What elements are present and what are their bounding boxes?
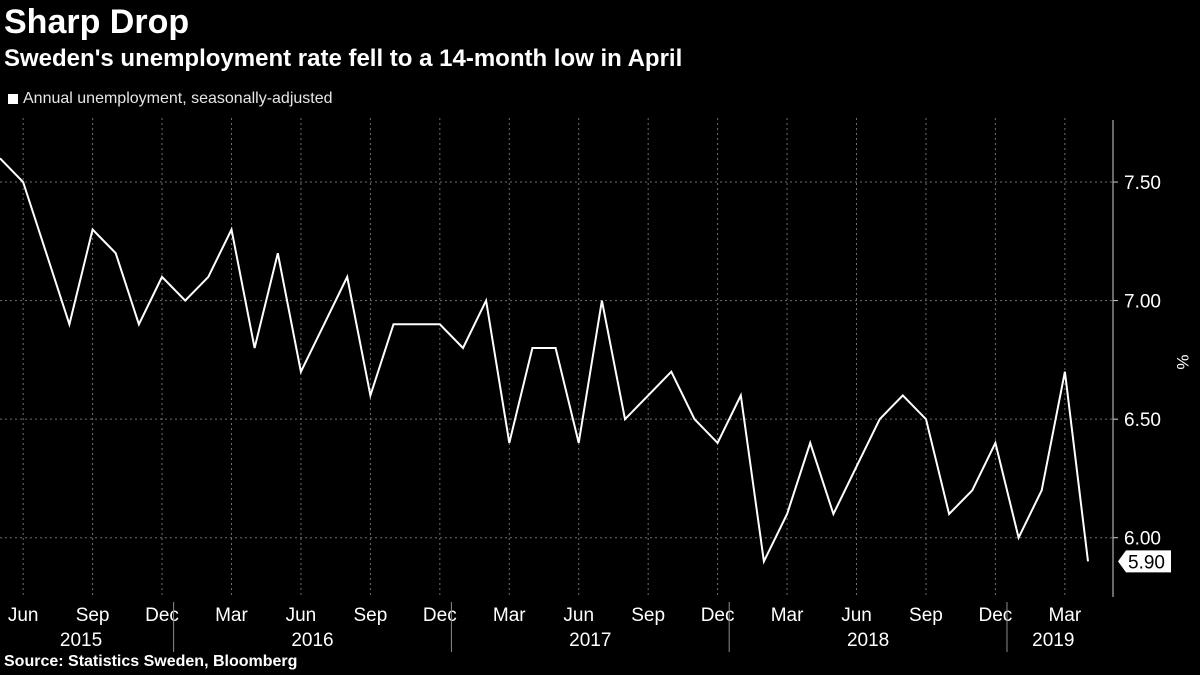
data-point [947, 512, 952, 517]
legend-label: Annual unemployment, seasonally-adjusted [23, 90, 333, 107]
y-tick-label: 6.00 [1124, 529, 1161, 550]
x-tick-label: Dec [423, 605, 457, 626]
data-point [484, 298, 489, 303]
last-value-label: 5.90 [1128, 552, 1165, 573]
data-point [206, 274, 211, 279]
data-point [831, 512, 836, 517]
x-year-label: 2017 [569, 630, 611, 651]
data-point [1016, 535, 1021, 540]
data-point [993, 440, 998, 445]
data-point [715, 440, 720, 445]
data-point [252, 346, 257, 351]
x-year-label: 2019 [1032, 630, 1074, 651]
y-axis-label: % [1173, 354, 1192, 369]
y-tick-label: 6.50 [1124, 410, 1161, 431]
legend: Annual unemployment, seasonally-adjusted [8, 90, 333, 108]
legend-swatch [8, 94, 18, 104]
data-point [854, 464, 859, 469]
data-point [970, 488, 975, 493]
data-point [460, 346, 465, 351]
data-point [1086, 559, 1091, 564]
x-year-label: 2018 [847, 630, 889, 651]
x-tick-label: Sep [76, 605, 110, 626]
data-point [368, 393, 373, 398]
data-point [414, 322, 419, 327]
data-point [90, 227, 95, 232]
data-point [298, 369, 303, 374]
data-point [67, 322, 72, 327]
x-tick-label: Dec [701, 605, 735, 626]
data-point [900, 393, 905, 398]
data-point [507, 440, 512, 445]
data-point [530, 346, 535, 351]
data-point [576, 440, 581, 445]
data-point [553, 346, 558, 351]
data-point [761, 559, 766, 564]
y-tick-label: 7.00 [1124, 292, 1161, 313]
data-point [785, 512, 790, 517]
data-point [669, 369, 674, 374]
x-tick-label: Mar [493, 605, 526, 626]
series-line [0, 157, 1089, 565]
data-point [183, 298, 188, 303]
data-point [275, 251, 280, 256]
data-point [599, 298, 604, 303]
data-point [160, 274, 165, 279]
x-tick-label: Jun [841, 605, 872, 626]
x-tick-label: Jun [563, 605, 594, 626]
x-tick-label: Sep [353, 605, 387, 626]
data-point [646, 393, 651, 398]
x-tick-label: Sep [909, 605, 943, 626]
x-tick-label: Mar [215, 605, 248, 626]
x-tick-label: Dec [145, 605, 179, 626]
x-year-label: 2015 [60, 630, 102, 651]
data-point [1062, 369, 1067, 374]
data-point [44, 251, 49, 256]
last-value-callout [1118, 550, 1171, 573]
data-point [1039, 488, 1044, 493]
data-point [391, 322, 396, 327]
data-point [877, 417, 882, 422]
source-note: Source: Statistics Sweden, Bloomberg [4, 653, 298, 670]
data-point [437, 322, 442, 327]
x-tick-label: Mar [771, 605, 804, 626]
data-point [322, 322, 327, 327]
data-point [113, 251, 118, 256]
x-tick-label: Dec [979, 605, 1013, 626]
x-tick-label: Sep [631, 605, 665, 626]
y-tick-label: 7.50 [1124, 173, 1161, 194]
data-point [229, 227, 234, 232]
x-tick-label: Jun [286, 605, 317, 626]
x-tick-label: Jun [8, 605, 39, 626]
chart-subtitle: Sweden's unemployment rate fell to a 14-… [4, 45, 683, 72]
data-point [345, 274, 350, 279]
data-point [692, 417, 697, 422]
data-point [923, 417, 928, 422]
x-year-label: 2016 [291, 630, 333, 651]
data-point [136, 322, 141, 327]
chart-title: Sharp Drop [4, 3, 190, 41]
data-point [21, 180, 26, 185]
data-point [738, 393, 743, 398]
x-tick-label: Mar [1048, 605, 1081, 626]
data-point [623, 417, 628, 422]
data-point [808, 440, 813, 445]
